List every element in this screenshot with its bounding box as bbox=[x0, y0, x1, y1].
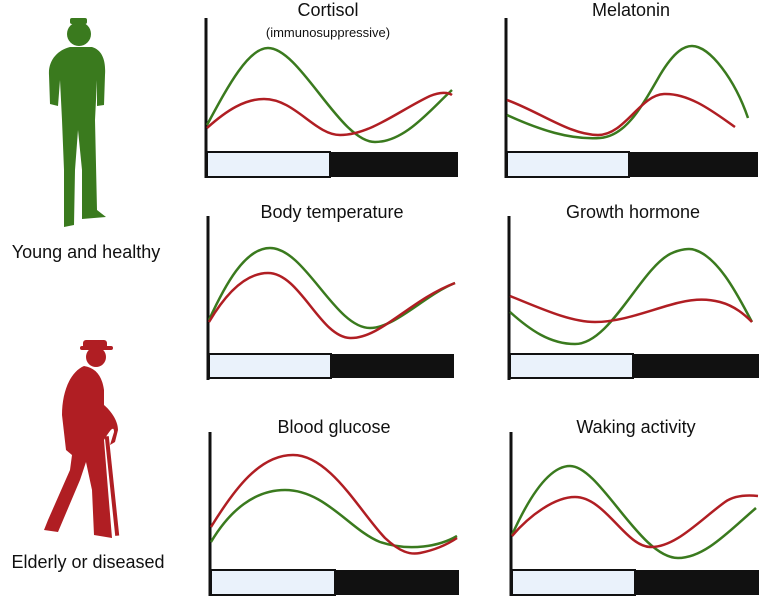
panel-growth-hormone: Growth hormone bbox=[507, 202, 759, 380]
elderly-curve bbox=[506, 92, 736, 137]
panel-body-temperature: Body temperature bbox=[206, 202, 456, 380]
day-bar bbox=[208, 353, 332, 379]
night-bar bbox=[629, 152, 758, 177]
panel-title: Blood glucose bbox=[277, 417, 390, 437]
panel-title: Cortisol bbox=[297, 0, 358, 20]
group-label-young: Young and healthy bbox=[12, 242, 160, 262]
young-curve bbox=[510, 464, 757, 560]
young-curve bbox=[506, 44, 750, 140]
night-bar bbox=[635, 570, 759, 595]
night-bar bbox=[331, 354, 454, 378]
day-bar bbox=[206, 151, 331, 178]
day-bar bbox=[509, 353, 634, 379]
panel-waking-activity: Waking activity bbox=[509, 417, 759, 596]
elderly-curve bbox=[509, 294, 753, 324]
day-bar bbox=[210, 569, 336, 596]
panel-subtitle: (immunosuppressive) bbox=[266, 25, 390, 40]
elderly-curve bbox=[209, 453, 458, 555]
young-curve bbox=[207, 246, 456, 330]
panel-cortisol: Cortisol (immunosuppressive) bbox=[204, 0, 458, 178]
group-label-elderly: Elderly or diseased bbox=[11, 552, 164, 572]
panel-blood-glucose: Blood glucose bbox=[208, 417, 459, 596]
panel-title: Waking activity bbox=[576, 417, 695, 437]
panel-melatonin: Melatonin bbox=[504, 0, 758, 178]
standing-man-icon bbox=[48, 18, 106, 227]
elderly-curve bbox=[207, 271, 456, 340]
young-curve bbox=[205, 46, 453, 144]
panel-title: Growth hormone bbox=[566, 202, 700, 222]
elderly-curve bbox=[511, 494, 759, 549]
elderly-man-with-cane-icon bbox=[44, 340, 120, 538]
day-bar bbox=[506, 151, 630, 178]
young-curve bbox=[509, 247, 754, 346]
night-bar bbox=[335, 570, 459, 595]
night-bar bbox=[633, 354, 759, 378]
panel-title: Melatonin bbox=[592, 0, 670, 20]
day-bar bbox=[511, 569, 636, 596]
elderly-curve bbox=[206, 91, 453, 137]
young-curve bbox=[209, 488, 458, 549]
night-bar bbox=[330, 152, 458, 177]
panel-title: Body temperature bbox=[260, 202, 403, 222]
